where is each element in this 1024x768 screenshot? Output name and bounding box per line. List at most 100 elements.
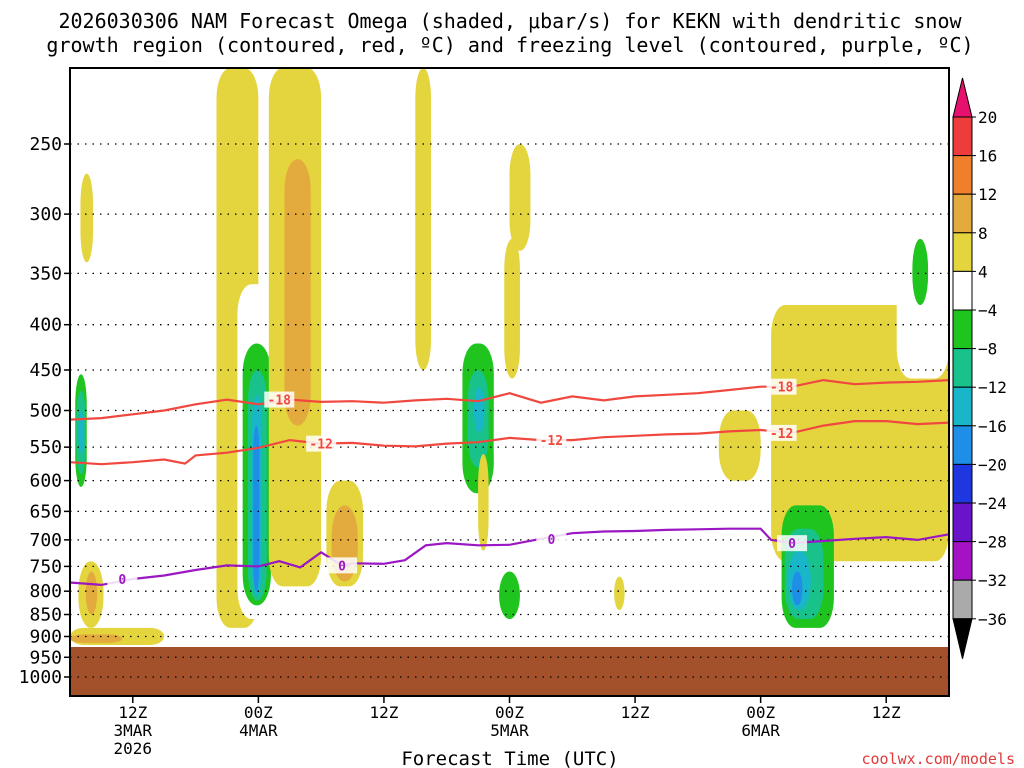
pressure-tick-label: 500	[29, 401, 62, 422]
colorbar-swatch	[952, 386, 973, 427]
colorbar-label: 4	[978, 262, 988, 281]
contour-label-bg	[536, 432, 567, 449]
contour-label: 0	[118, 573, 126, 588]
colorbar-swatch	[952, 579, 973, 620]
omega-cell	[614, 576, 625, 610]
colorbar-label: 20	[978, 108, 997, 127]
pressure-tick-label: 250	[29, 134, 62, 155]
time-tick-label: 00Z	[244, 703, 273, 722]
chart-title-line2: growth region (contoured, red, ºC) and f…	[46, 33, 973, 57]
chart-title-line1: 2026030306 NAM Forecast Omega (shaded, μ…	[58, 9, 962, 33]
date-tick-label: 5MAR	[490, 721, 529, 740]
colorbar-swatch	[952, 463, 973, 504]
omega-cell	[70, 634, 123, 643]
omega-cell	[284, 159, 311, 426]
pressure-tick-label: 550	[29, 437, 62, 458]
colorbar-label: 16	[978, 147, 997, 166]
date-tick-label: 6MAR	[741, 721, 780, 740]
pressure-tick-label: 900	[29, 626, 62, 647]
colorbar-bottom-arrow	[952, 618, 973, 659]
colorbar-swatch	[952, 425, 973, 465]
date-tick-label: 3MAR	[114, 721, 153, 740]
colorbar-label: −24	[978, 494, 1007, 513]
year-tick-label: 2026	[114, 739, 153, 758]
contour-label: 0	[338, 559, 346, 574]
colorbar-swatch	[952, 348, 973, 388]
colorbar-swatch	[952, 270, 973, 311]
time-tick-label: 12Z	[118, 703, 147, 722]
pressure-tick-label: 600	[29, 471, 62, 492]
omega-cell	[509, 144, 531, 251]
contour-label: 0	[788, 537, 796, 552]
omega-cell	[792, 571, 803, 606]
pressure-axis: 2503003504004505005506006507007508008509…	[19, 134, 70, 688]
colorbar-label: −32	[978, 571, 1007, 590]
time-tick-label: 00Z	[495, 703, 524, 722]
omega-cell	[676, 591, 698, 601]
omega-cell	[478, 454, 489, 551]
colorbar-swatch	[952, 309, 973, 350]
pressure-tick-label: 800	[29, 581, 62, 602]
colorbar-label: −16	[978, 417, 1007, 436]
pressure-tick-label: 300	[29, 204, 62, 225]
time-tick-label: 12Z	[369, 703, 398, 722]
colorbar-swatch	[952, 116, 973, 157]
colorbar-top-arrow	[952, 77, 973, 118]
contour-label: -12	[540, 434, 563, 449]
contour-label: -18	[770, 381, 794, 396]
omega-cell	[493, 386, 510, 481]
omega-cell	[703, 267, 709, 305]
omega-shading-layer	[70, 68, 949, 645]
colorbar: 20 16 12 8 4 −4 −8 −12 −16 −20 −24 −28 −32 −36	[952, 77, 1007, 659]
omega-cell	[499, 571, 520, 620]
pressure-tick-label: 350	[29, 263, 62, 284]
contour-label-bg	[766, 424, 797, 441]
contour-label-bg	[107, 570, 138, 587]
omega-cell	[425, 480, 442, 572]
omega-cell	[78, 410, 84, 455]
omega-cell	[85, 571, 98, 615]
colorbar-label: −28	[978, 533, 1007, 552]
pressure-tick-label: 950	[29, 647, 62, 668]
pressure-tick-label: 750	[29, 556, 62, 577]
contour-label-bg	[536, 530, 567, 547]
colorbar-label: −20	[978, 455, 1007, 474]
colorbar-swatch	[952, 232, 973, 272]
colorbar-label: −12	[978, 378, 1007, 397]
contour-label-bg	[327, 557, 358, 574]
contour-label-bg	[777, 535, 808, 552]
omega-cell	[132, 534, 149, 551]
omega-cell	[718, 410, 761, 481]
pressure-tick-label: 850	[29, 605, 62, 626]
omega-cell	[321, 159, 332, 411]
colorbar-swatch	[952, 541, 973, 581]
omega-cell	[912, 238, 929, 305]
omega-cell	[504, 238, 520, 379]
pressure-tick-label: 400	[29, 315, 62, 336]
contour-label: -12	[309, 438, 332, 453]
contour-label: 0	[547, 533, 555, 548]
time-tick-label: 00Z	[746, 703, 775, 722]
colorbar-label: 8	[978, 224, 988, 243]
contour-label-bg	[306, 435, 337, 452]
colorbar-swatch	[952, 155, 973, 195]
contour-label-bg	[766, 378, 797, 395]
temperature-contours: -18 -18 -12 -12 -12 0 0 0 0	[69, 378, 950, 588]
colorbar-swatch	[952, 502, 973, 543]
omega-cell	[582, 550, 599, 572]
colorbar-label: −4	[978, 301, 997, 320]
omega-cell	[473, 386, 485, 433]
time-tick-label: 12Z	[621, 703, 650, 722]
colorbar-label: 12	[978, 185, 997, 204]
pressure-tick-label: 700	[29, 530, 62, 551]
contour-line	[69, 420, 950, 466]
contour-line	[69, 378, 950, 421]
x-axis-label: Forecast Time (UTC)	[401, 748, 618, 768]
colorbar-swatch	[952, 193, 973, 234]
ground-below-surface	[70, 647, 949, 696]
time-tick-label: 12Z	[872, 703, 901, 722]
omega-cell	[415, 68, 432, 370]
omega-cell	[253, 425, 260, 592]
omega-cell	[80, 173, 94, 263]
